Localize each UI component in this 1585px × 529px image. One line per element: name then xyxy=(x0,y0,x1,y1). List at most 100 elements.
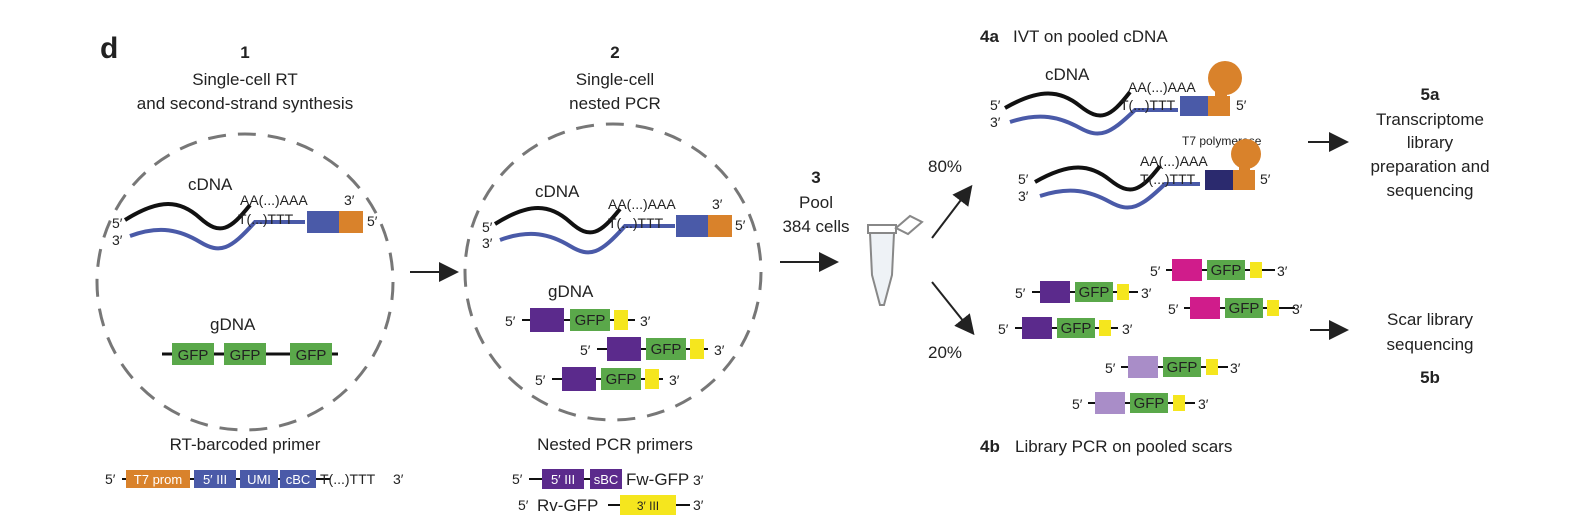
pct-80-label: 80% xyxy=(928,157,962,176)
ivt1-polyA: AA(...)AAA xyxy=(1128,79,1196,95)
cell-2-outline xyxy=(463,122,763,422)
step3-line1: Pool xyxy=(799,193,833,212)
scar2-purple xyxy=(1022,317,1052,339)
step2-frag3-3prime: 3′ xyxy=(669,372,680,388)
step2-frag2-3prime: 3′ xyxy=(714,342,725,358)
ivt1-barcode-blue xyxy=(1180,96,1208,116)
step4a-label: IVT on pooled cDNA xyxy=(1013,27,1168,46)
step5a-line2: library xyxy=(1407,133,1454,152)
step2-polyT: T(...)TTT xyxy=(608,215,664,231)
step2-title-line1: Single-cell xyxy=(576,70,654,89)
scar4-3prime: 3′ xyxy=(1292,301,1303,317)
rt-primer-3prime: 3′ xyxy=(393,471,404,487)
step1-title-line2: and second-strand synthesis xyxy=(137,94,353,113)
step5b-line1: Scar library xyxy=(1387,310,1473,329)
fw-seg-sbc-label: sBC xyxy=(594,472,619,487)
step2-number: 2 xyxy=(610,43,619,62)
scar3-3prime: 3′ xyxy=(1277,263,1288,279)
rv-seg-3iii xyxy=(620,495,676,515)
rv-seg-3iii-label: 3′ III xyxy=(637,499,659,513)
step5a-line3: preparation and xyxy=(1370,157,1489,176)
step1-polyT: T(...)TTT xyxy=(238,211,294,227)
scar4-magenta xyxy=(1190,297,1220,319)
step2-frag3-yellow xyxy=(645,369,659,389)
scar5-5prime: 5′ xyxy=(1105,360,1116,376)
step2-polyA: AA(...)AAA xyxy=(608,196,676,212)
step2-title-line2: nested PCR xyxy=(569,94,661,113)
panel-letter: d xyxy=(100,32,118,65)
step2-frag1-5prime: 5′ xyxy=(505,313,516,329)
step1-polyA: AA(...)AAA xyxy=(240,192,308,208)
ivt2-barcode-orange xyxy=(1233,170,1255,190)
fw-seg-5iii-label: 5′ III xyxy=(551,472,575,487)
scar1-3prime: 3′ xyxy=(1141,285,1152,301)
ivt1-strand-top xyxy=(1004,90,1132,118)
step1-5prime: 5′ xyxy=(112,215,123,231)
rt-primer-title: RT-barcoded primer xyxy=(170,435,321,454)
step2-gdna-label: gDNA xyxy=(548,282,594,301)
step2-frag3-5prime: 5′ xyxy=(535,372,546,388)
scar6-yellow xyxy=(1173,395,1185,411)
rv-primer-label: Rv-GFP xyxy=(537,496,598,515)
rt-seg-umi-label: UMI xyxy=(247,472,271,487)
step1-barcode-orange xyxy=(339,211,363,233)
ivt2-polymerase-icon xyxy=(1231,139,1261,169)
cell-1-outline xyxy=(95,132,395,432)
fw-seg-5iii xyxy=(542,469,584,489)
step2-5prime: 5′ xyxy=(482,219,493,235)
step2-barcode-orange xyxy=(708,215,732,237)
ivt1-polymerase-stem xyxy=(1215,84,1227,98)
step1-gfp-1-label: GFP xyxy=(178,347,209,364)
scar6-gfp xyxy=(1130,393,1168,413)
step1-gdna-label: gDNA xyxy=(210,315,256,334)
step2-frag1-yellow xyxy=(614,310,628,330)
step2-frag3-gfp-label: GFP xyxy=(606,371,637,388)
rt-seg-t7 xyxy=(126,470,190,488)
step3-line2: 384 cells xyxy=(782,217,849,236)
step2-cdna-label: cDNA xyxy=(535,182,580,201)
rt-primer-polyT: T(...)TTT xyxy=(320,471,376,487)
step2-frag2-5prime: 5′ xyxy=(580,342,591,358)
step2-frag2-purple xyxy=(607,337,641,361)
scar5-gfp xyxy=(1163,357,1201,377)
step2-frag1-purple xyxy=(530,308,564,332)
ivt2-barcode-navy xyxy=(1205,170,1233,190)
scar6-3prime: 3′ xyxy=(1198,396,1209,412)
step4a-cdna-label: cDNA xyxy=(1045,65,1090,84)
step1-barcode-blue xyxy=(307,211,339,233)
step2-frag1-gfp-label: GFP xyxy=(575,312,606,329)
step2-frag2-gfp xyxy=(646,338,686,360)
step1-title-line1: Single-cell RT xyxy=(192,70,298,89)
scar3-yellow xyxy=(1250,262,1262,278)
step4b-label: Library PCR on pooled scars xyxy=(1015,437,1232,456)
scar5-yellow xyxy=(1206,359,1218,375)
scar3-magenta xyxy=(1172,259,1202,281)
step2-cdna-strand-top xyxy=(493,206,622,235)
step2-frag2-yellow xyxy=(690,339,704,359)
tube-icon xyxy=(867,214,924,306)
step4a-number: 4a xyxy=(980,27,999,46)
scar6-gfp-label: GFP xyxy=(1134,395,1165,412)
step2-frag1-3prime: 3′ xyxy=(640,313,651,329)
step1-gfp-3 xyxy=(290,343,332,365)
step2-barcode-blue xyxy=(676,215,708,237)
scar5-3prime: 3′ xyxy=(1230,360,1241,376)
step2-cdna-strand-bottom xyxy=(499,224,675,255)
ivt1-5prime-end: 5′ xyxy=(1236,97,1247,113)
pct-20-label: 20% xyxy=(928,343,962,362)
step4b-number: 4b xyxy=(980,437,1000,456)
step1-gfp-1 xyxy=(172,343,214,365)
step2-polyA-3prime: 3′ xyxy=(712,196,723,212)
step5b-line2: sequencing xyxy=(1387,335,1474,354)
step5a-line4: sequencing xyxy=(1387,181,1474,200)
fw-primer-5prime: 5′ xyxy=(512,471,523,487)
rt-primer-5prime: 5′ xyxy=(105,471,116,487)
fw-seg-sbc xyxy=(590,469,622,489)
rt-seg-cbc-label: cBC xyxy=(286,472,311,487)
step1-gfp-2 xyxy=(224,343,266,365)
step5a-number: 5a xyxy=(1421,85,1440,104)
arrow-to-4a xyxy=(931,184,973,239)
ivt2-polymerase-stem xyxy=(1239,158,1250,172)
arrow-to-4b xyxy=(931,281,975,336)
